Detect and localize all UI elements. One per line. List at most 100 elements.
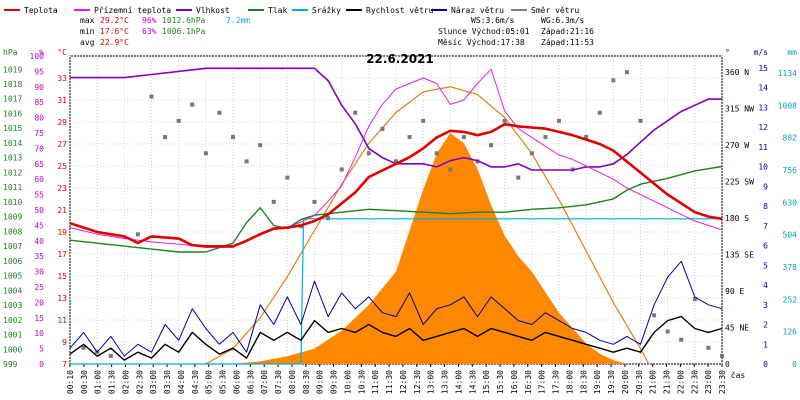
series-rain — [70, 218, 722, 365]
axis-unit-mm: mm — [787, 48, 797, 57]
tick-label-mm: 126 — [783, 328, 798, 337]
wind-direction-point — [516, 175, 521, 180]
wind-direction-point — [543, 135, 548, 140]
x-tick-label: 00:30 — [80, 370, 89, 394]
tick-label-pct: 60 — [34, 175, 44, 184]
tick-label-temp: 19 — [57, 228, 67, 237]
wind-direction-point — [611, 78, 616, 83]
series-wind-gust — [69, 260, 723, 357]
legend-label: Rychlost větru — [366, 6, 434, 15]
tick-label-pct: 75 — [34, 129, 44, 138]
tick-label-hpa: 1010 — [3, 198, 22, 207]
x-tick-label: 04:00 — [177, 370, 186, 394]
tick-label-temp: 33 — [57, 74, 67, 83]
tick-label-ms: 0 — [763, 360, 768, 369]
wind-direction-point — [394, 159, 398, 164]
tick-label-ms: 7 — [763, 222, 768, 231]
series-humidity — [70, 67, 722, 171]
tick-label-ms: 8 — [763, 202, 768, 211]
wind-direction-point — [652, 313, 657, 318]
x-tick-label: 18:00 — [565, 370, 574, 394]
tick-label-mm: 756 — [783, 166, 798, 175]
tick-label-pct: 35 — [34, 252, 44, 261]
wind-direction-point — [135, 232, 140, 237]
tick-label-mm: 0 — [792, 360, 797, 369]
tick-label-ms: 3 — [763, 301, 768, 310]
wind-direction-point — [326, 216, 331, 221]
x-tick-label: 15:30 — [496, 370, 505, 394]
tick-label-dir: 0 — [725, 360, 730, 369]
tick-label-temp: 31 — [57, 96, 67, 105]
stat-avg-label: avg — [80, 38, 95, 47]
wind-direction-point — [502, 118, 507, 123]
tick-label-temp: 27 — [57, 140, 67, 149]
x-tick-label: 18:30 — [579, 370, 588, 394]
axis-unit-pct: % — [39, 48, 44, 57]
tick-label-hpa: 1001 — [3, 331, 22, 340]
tick-label-pct: 25 — [34, 283, 44, 292]
wind-direction-point — [448, 167, 453, 172]
wind-direction-point — [163, 135, 168, 140]
tick-label-dir: 45 NE — [725, 324, 749, 333]
x-tick-label: 23:00 — [704, 370, 713, 394]
tick-label-temp: 7 — [62, 360, 67, 369]
x-tick-label: 07:30 — [274, 370, 283, 394]
tick-label-dir: 270 W — [725, 141, 749, 150]
wind-direction-point — [584, 135, 589, 140]
wind-direction-point — [624, 70, 629, 75]
tick-label-hpa: 1013 — [3, 154, 22, 163]
legend-label: Náraz větru — [451, 6, 504, 15]
tick-label-hpa: 1007 — [3, 242, 22, 251]
tick-label-ms: 4 — [763, 281, 768, 290]
x-tick-label: 19:30 — [607, 370, 616, 394]
x-tick-label: 09:30 — [330, 370, 339, 394]
wind-direction-point — [421, 118, 426, 123]
series-solar-radiation — [205, 133, 627, 364]
wind-direction-point — [108, 353, 113, 358]
wind-direction-point — [217, 110, 222, 115]
x-tick-label: 10:00 — [343, 370, 352, 394]
wind-direction-point — [271, 199, 276, 204]
x-tick-label: 11:30 — [385, 370, 394, 394]
tick-label-ms: 14 — [758, 84, 768, 93]
wind-direction-point — [339, 167, 344, 172]
wind-direction-point — [366, 151, 371, 156]
wind-direction-point — [190, 102, 195, 107]
tick-label-hpa: 1016 — [3, 109, 22, 118]
series-pressure — [69, 165, 723, 253]
stat-min-press: 1006.1hPa — [162, 27, 206, 36]
x-tick-label: 04:30 — [191, 370, 200, 394]
tick-label-ms: 15 — [758, 64, 768, 73]
tick-label-temp: 13 — [57, 294, 67, 303]
series-layer — [69, 67, 724, 365]
wind-direction-point — [244, 159, 249, 164]
tick-label-hpa: 1017 — [3, 95, 22, 104]
tick-label-ms: 11 — [758, 143, 768, 152]
stat-avg-temp: 22.9°C — [100, 38, 129, 47]
tick-label-ms: 2 — [763, 321, 768, 330]
tick-label-dir: 225 SW — [725, 178, 754, 187]
tick-label-hpa: 1009 — [3, 213, 22, 222]
legend-label: Teplota — [24, 6, 58, 15]
tick-label-temp: 25 — [57, 162, 67, 171]
tick-label-dir: 180 S — [725, 214, 749, 223]
x-tick-label: 08:00 — [288, 370, 297, 394]
x-tick-label: 22:30 — [690, 370, 699, 394]
x-tick-label: 05:30 — [219, 370, 228, 394]
info-moon: Měsíc Východ:17:38 — [438, 38, 525, 47]
tick-label-hpa: 1011 — [3, 183, 22, 192]
wind-direction-point — [81, 345, 86, 350]
tick-label-temp: 11 — [57, 316, 67, 325]
tick-label-temp: 23 — [57, 184, 67, 193]
x-tick-label: 16:00 — [510, 370, 519, 394]
x-tick-label: 10:30 — [357, 370, 366, 394]
stat-max-label: max — [80, 16, 95, 25]
tick-label-ms: 6 — [763, 242, 768, 251]
wind-direction-point — [407, 135, 412, 140]
tick-label-hpa: 1015 — [3, 124, 22, 133]
tick-label-pct: 20 — [34, 298, 44, 307]
legend-label: Srážky — [312, 6, 341, 15]
x-tick-label: 05:00 — [205, 370, 214, 394]
tick-label-temp: 29 — [57, 118, 67, 127]
